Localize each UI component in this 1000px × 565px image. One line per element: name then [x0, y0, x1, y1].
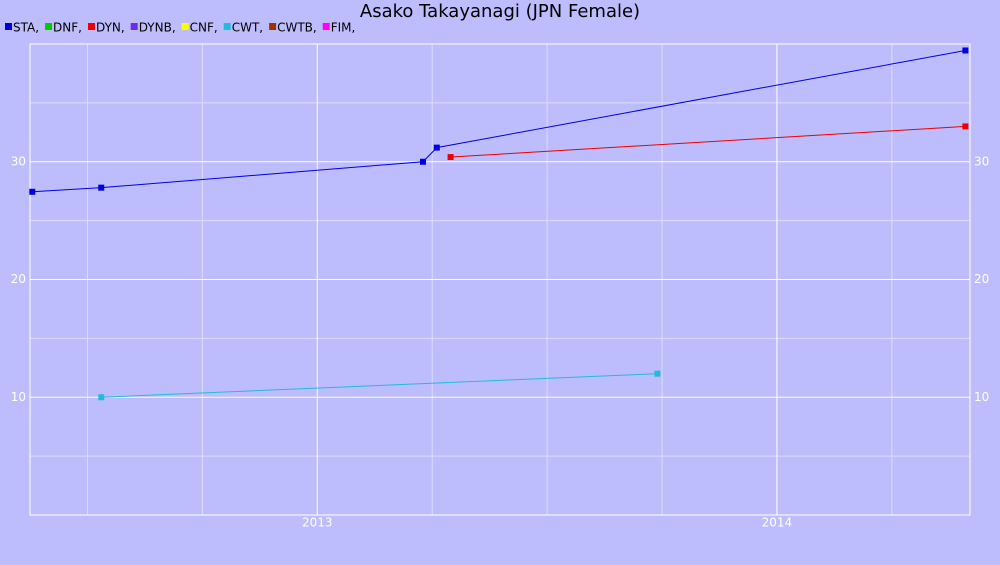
x-tick-label: 2013	[302, 516, 333, 530]
series-line	[32, 49, 966, 193]
legend-label: DYNB,	[139, 21, 176, 35]
point	[29, 188, 36, 195]
plot-frame	[29, 43, 971, 516]
series-line	[101, 373, 658, 398]
legend-swatch	[181, 23, 189, 30]
point	[962, 123, 969, 130]
legend-swatch	[223, 23, 231, 30]
legend-label: DNF,	[53, 21, 82, 35]
legend-swatch	[269, 23, 277, 30]
y-tick-label: 10	[11, 390, 26, 404]
legend-swatch	[322, 23, 330, 30]
point	[98, 394, 105, 401]
legend-label: CWT,	[232, 21, 263, 35]
point	[962, 47, 969, 54]
x-tick-label: 2014	[762, 516, 793, 530]
y2-tick-label: 10	[974, 390, 989, 404]
y-tick-label: 20	[11, 272, 26, 286]
legend-label: DYN,	[96, 21, 125, 35]
legend-label: CNF,	[190, 21, 218, 35]
point	[98, 184, 105, 191]
y2-tick-label: 20	[974, 272, 989, 286]
point	[420, 158, 427, 165]
y2-tick-label: 30	[974, 154, 989, 168]
series-line	[450, 125, 966, 158]
point	[433, 144, 440, 151]
legend-swatch	[130, 23, 138, 30]
legend-label: FIM,	[331, 21, 356, 35]
legend-swatch	[87, 23, 95, 30]
legend-swatch	[45, 23, 53, 30]
point	[654, 370, 661, 377]
chart-title: Asako Takayanagi (JPN Female)	[360, 1, 640, 22]
y-tick-label: 30	[11, 154, 26, 168]
legend-label: CWTB,	[277, 21, 317, 35]
legend-label: STA,	[13, 21, 39, 35]
point	[447, 154, 454, 161]
legend-swatch	[5, 23, 12, 30]
